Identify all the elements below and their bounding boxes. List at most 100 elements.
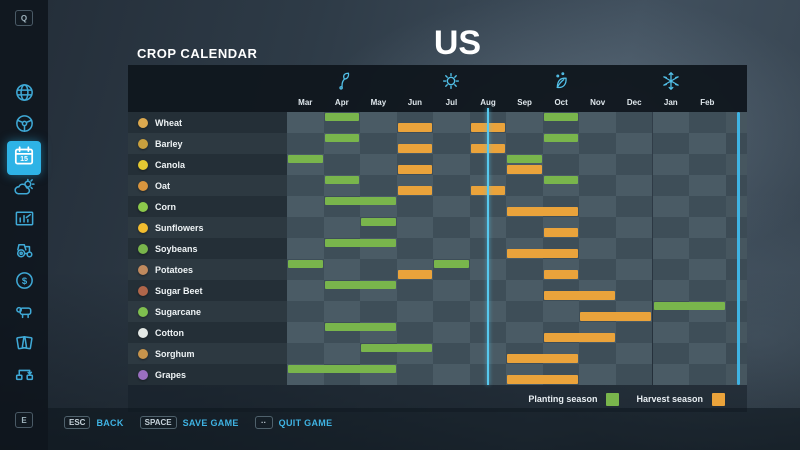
crop-label: Sugar Beet — [155, 285, 203, 296]
month-label: Dec — [626, 98, 642, 107]
calendar-cell — [542, 301, 580, 322]
planting-bar — [543, 134, 579, 142]
calendar-cell — [433, 196, 470, 217]
harvest-bar — [507, 354, 579, 363]
planting-bar — [324, 134, 360, 142]
calendar-cell — [287, 133, 324, 154]
calendar-cell — [652, 280, 690, 301]
crop-label: Canola — [155, 159, 186, 170]
calendar-cell — [506, 175, 543, 196]
hotkey-save-game[interactable]: SPACE SAVE GAME — [139, 416, 239, 429]
calendar-cell — [615, 238, 653, 259]
canola-icon — [138, 159, 148, 170]
planting-bar — [324, 197, 396, 205]
calendar-row-pad — [725, 112, 747, 133]
calendar-cell — [506, 112, 543, 133]
calendar-cell — [615, 343, 653, 364]
cow-icon — [14, 301, 35, 327]
harvest-bar — [507, 249, 579, 258]
calendar-cell — [396, 280, 434, 301]
space-key-badge: SPACE — [139, 416, 177, 429]
key-hint-e: E — [15, 412, 33, 428]
harvest-bar — [397, 186, 433, 195]
month-label: Jun — [407, 98, 423, 107]
calendar-cell — [689, 238, 726, 259]
harvest-bar — [507, 165, 542, 174]
calendar-cell — [652, 322, 690, 343]
calendar-cell — [433, 301, 470, 322]
sidebar-item-vehicles[interactable] — [0, 114, 48, 138]
calendar-cell — [689, 343, 726, 364]
crop-label: Cotton — [155, 327, 184, 338]
crop-row: Grapes — [128, 364, 287, 385]
harvest-bar — [543, 228, 579, 237]
calendar-cell — [396, 238, 434, 259]
calendar-cell — [652, 259, 690, 280]
crop-label: Barley — [155, 138, 183, 149]
sidebar-item-contracts[interactable] — [0, 333, 48, 357]
sidebar-item-map[interactable] — [0, 83, 48, 107]
calendar-cell — [396, 196, 434, 217]
sidebar-item-statistics[interactable] — [0, 209, 48, 233]
hotkey-quit-game[interactable]: ·· QUIT GAME — [254, 416, 333, 429]
planting-bar — [653, 302, 725, 310]
calendar-cell — [689, 364, 726, 385]
calendar-cell — [652, 154, 690, 175]
harvest-bar — [397, 144, 433, 153]
calendar-cell — [579, 133, 616, 154]
production-chain-icon — [14, 363, 35, 389]
calendar-cell — [652, 112, 690, 133]
quit-game-button-label: QUIT GAME — [278, 417, 333, 428]
crop-row: Sorghum — [128, 343, 287, 364]
calendar-cell — [689, 322, 726, 343]
barley-icon — [138, 138, 148, 149]
crop-label: Wheat — [155, 117, 182, 128]
sidebar: Q 15 $ E — [0, 0, 48, 450]
calendar-cell — [689, 112, 726, 133]
calendar-cell — [433, 343, 470, 364]
cards-icon — [14, 332, 35, 358]
dollar-icon: $ — [14, 270, 35, 296]
sugarcane-icon — [138, 306, 148, 317]
crop-row: Barley — [128, 133, 287, 154]
calendar-row-pad — [725, 322, 747, 343]
sugar-beet-icon — [138, 285, 148, 296]
harvest-bar — [397, 270, 433, 279]
calendar-cell — [360, 112, 397, 133]
crop-label: Sugarcane — [155, 306, 202, 317]
potatoes-icon — [138, 264, 148, 275]
calendar-row-pad — [725, 238, 747, 259]
calendar-cell — [323, 301, 361, 322]
calendar-cell — [615, 280, 653, 301]
sidebar-item-production[interactable] — [0, 364, 48, 388]
calendar-cell — [360, 133, 397, 154]
calendar-row-pad — [725, 259, 747, 280]
calendar-cell — [542, 154, 580, 175]
gamepad-key-badge: ·· — [254, 416, 273, 429]
planting-bar — [361, 218, 396, 226]
calendar-cell — [323, 259, 361, 280]
harvest-bar — [543, 291, 615, 300]
season-icon-summer — [439, 68, 463, 94]
calendar-cell — [360, 301, 397, 322]
sidebar-item-calendar[interactable]: 15 — [7, 141, 41, 175]
hotkey-back[interactable]: ESC BACK — [64, 416, 124, 429]
calendar-cell — [323, 154, 361, 175]
calendar-cell — [360, 175, 397, 196]
calendar-cell — [652, 217, 690, 238]
planting-bar — [324, 113, 360, 121]
sidebar-item-animals[interactable] — [0, 302, 48, 326]
sidebar-item-finances[interactable]: $ — [0, 271, 48, 295]
month-label: Aug — [480, 98, 496, 107]
crop-row: Potatoes — [128, 259, 287, 280]
calendar-cell — [506, 133, 543, 154]
calendar-cell — [652, 133, 690, 154]
crop-calendar-panel: Mar Apr May Jun Jul Aug Sep Oct Nov Dec Jan Feb Whea… — [128, 65, 747, 412]
calendar-cell — [579, 112, 616, 133]
calendar-cell — [615, 364, 653, 385]
sidebar-item-weather[interactable] — [0, 178, 48, 202]
sidebar-item-garage[interactable] — [0, 240, 48, 264]
harvest-bar — [507, 375, 579, 384]
scrollbar[interactable] — [737, 112, 740, 385]
calendar-cell — [615, 175, 653, 196]
